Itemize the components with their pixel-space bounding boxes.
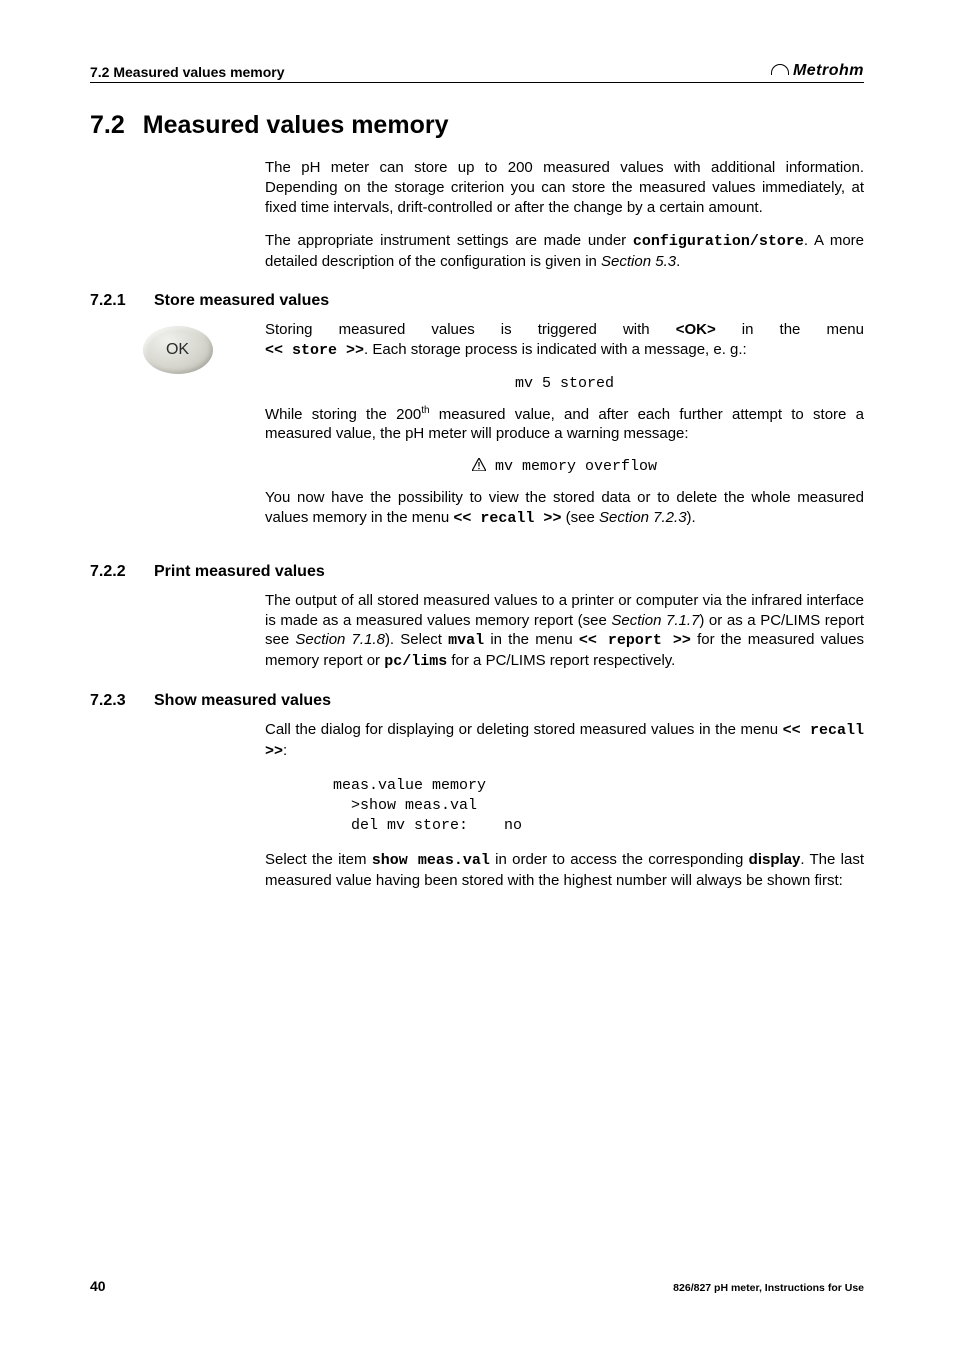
ok-key: <OK>: [676, 321, 716, 338]
mval-label: mval: [448, 632, 484, 649]
show-paragraph-2: Select the item show meas.val in order t…: [265, 850, 864, 891]
store-paragraph-1b: << store >>. Each storage process is ind…: [265, 340, 864, 361]
show-measval-label: show meas.val: [372, 852, 490, 869]
text: (see: [561, 509, 599, 526]
omega-icon: [771, 64, 789, 75]
subsection-number: 7.2.1: [90, 292, 154, 310]
section-title: 7.2 Measured values memory: [90, 111, 864, 140]
config-store-label: configuration/store: [633, 233, 804, 250]
recall-menu: << recall >>: [453, 510, 561, 527]
subsection-title: Store measured values: [154, 292, 329, 309]
section-ref: Section 7.2.3: [599, 509, 687, 526]
intro-paragraph-2: The appropriate instrument settings are …: [265, 231, 864, 272]
intro-paragraph-1: The pH meter can store up to 200 measure…: [265, 158, 864, 217]
section-ref: Section 5.3: [601, 253, 676, 270]
display-label: display: [749, 851, 801, 868]
text: The appropriate instrument settings are …: [265, 232, 633, 249]
text: in the menu: [484, 631, 579, 648]
text: ). Select: [385, 631, 448, 648]
lcd-display: meas.value memory >show meas.val del mv …: [333, 776, 864, 837]
overflow-text: mv memory overflow: [495, 458, 657, 475]
report-menu: << report >>: [579, 632, 691, 649]
subsection-number: 7.2.3: [90, 692, 154, 710]
print-paragraph: The output of all stored measured values…: [265, 591, 864, 672]
text: . Each storage process is indicated with…: [364, 341, 747, 358]
text: While storing the 200: [265, 406, 421, 423]
text: .: [676, 253, 680, 270]
show-paragraph-1: Call the dialog for displaying or deleti…: [265, 720, 864, 762]
pclims-label: pc/lims: [384, 653, 447, 670]
store-paragraph-3: You now have the possibility to view the…: [265, 488, 864, 529]
subsection-heading-722: 7.2.2Print measured values: [90, 563, 864, 581]
logo-text: Metrohm: [793, 62, 864, 79]
store-menu: << store >>: [265, 342, 364, 359]
subsection-title: Show measured values: [154, 692, 331, 709]
text: Call the dialog for displaying or deleti…: [265, 721, 783, 738]
section-ref: Section 7.1.8: [295, 631, 385, 648]
text: for a PC/LIMS report respectively.: [447, 652, 675, 669]
running-title: 7.2 Measured values memory: [90, 64, 285, 80]
ok-label: OK: [166, 341, 189, 359]
subsection-heading-723: 7.2.3Show measured values: [90, 692, 864, 710]
brand-logo: Metrohm: [771, 62, 864, 80]
text: in the menu: [716, 321, 864, 338]
subsection-title: Print measured values: [154, 563, 325, 580]
store-paragraph-2: While storing the 200th measured value, …: [265, 404, 864, 445]
section-number: 7.2: [90, 111, 125, 139]
footer-text: 826/827 pH meter, Instructions for Use: [673, 1282, 864, 1294]
text: ).: [687, 509, 696, 526]
page-header: 7.2 Measured values memory Metrohm: [90, 62, 864, 83]
text: Storing measured values is triggered wit…: [265, 321, 676, 338]
text: :: [283, 742, 287, 759]
subsection-number: 7.2.2: [90, 563, 154, 581]
warning-icon: [472, 458, 486, 476]
ok-button-icon: OK: [143, 326, 213, 374]
text: in order to access the corresponding: [490, 851, 749, 868]
section-text: Measured values memory: [143, 111, 449, 139]
page-number: 40: [90, 1278, 106, 1294]
subsection-heading-721: 7.2.1Store measured values: [90, 292, 864, 310]
ordinal-sup: th: [421, 405, 429, 416]
msg-stored: mv 5 stored: [265, 375, 864, 392]
store-paragraph-1: Storing measured values is triggered wit…: [265, 320, 864, 340]
text: Select the item: [265, 851, 372, 868]
page-footer: 40 826/827 pH meter, Instructions for Us…: [90, 1278, 864, 1294]
section-ref: Section 7.1.7: [611, 612, 699, 629]
msg-overflow: mv memory overflow: [265, 458, 864, 476]
